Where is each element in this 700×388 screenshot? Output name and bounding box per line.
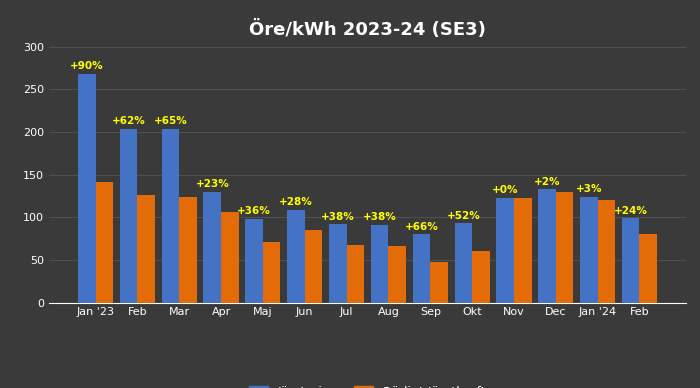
Text: +52%: +52% (447, 211, 480, 221)
Legend: Jämtpris, Rörligt Jämtkraft: Jämtpris, Rörligt Jämtkraft (244, 381, 491, 388)
Bar (78, 74, 95, 303)
Bar (580, 197, 598, 303)
Bar (329, 224, 346, 303)
Bar (137, 195, 155, 303)
Bar (496, 197, 514, 303)
Bar (346, 246, 364, 303)
Text: +2%: +2% (534, 177, 560, 187)
Text: +90%: +90% (70, 61, 104, 71)
Bar (622, 218, 640, 303)
Bar (454, 223, 472, 303)
Text: +0%: +0% (492, 185, 519, 195)
Bar (472, 251, 490, 303)
Bar (514, 197, 531, 303)
Bar (245, 219, 263, 303)
Bar (371, 225, 388, 303)
Bar (538, 189, 556, 303)
Text: +38%: +38% (321, 211, 355, 222)
Bar (389, 246, 406, 303)
Text: +23%: +23% (195, 179, 229, 189)
Bar (287, 210, 304, 303)
Bar (263, 242, 281, 303)
Text: +28%: +28% (279, 197, 313, 207)
Text: +65%: +65% (153, 116, 188, 126)
Bar (430, 262, 448, 303)
Bar (413, 234, 430, 303)
Bar (598, 200, 615, 303)
Bar (95, 182, 113, 303)
Bar (304, 230, 322, 303)
Bar (221, 212, 239, 303)
Title: Öre/kWh 2023-24 (SE3): Öre/kWh 2023-24 (SE3) (249, 21, 486, 40)
Bar (162, 128, 179, 303)
Bar (204, 192, 221, 303)
Bar (179, 197, 197, 303)
Text: +66%: +66% (405, 222, 438, 232)
Text: +24%: +24% (614, 206, 648, 216)
Bar (120, 128, 137, 303)
Text: +3%: +3% (575, 184, 602, 194)
Bar (556, 192, 573, 303)
Text: +38%: +38% (363, 212, 396, 222)
Text: +36%: +36% (237, 206, 271, 217)
Bar (640, 234, 657, 303)
Text: +62%: +62% (112, 116, 146, 126)
